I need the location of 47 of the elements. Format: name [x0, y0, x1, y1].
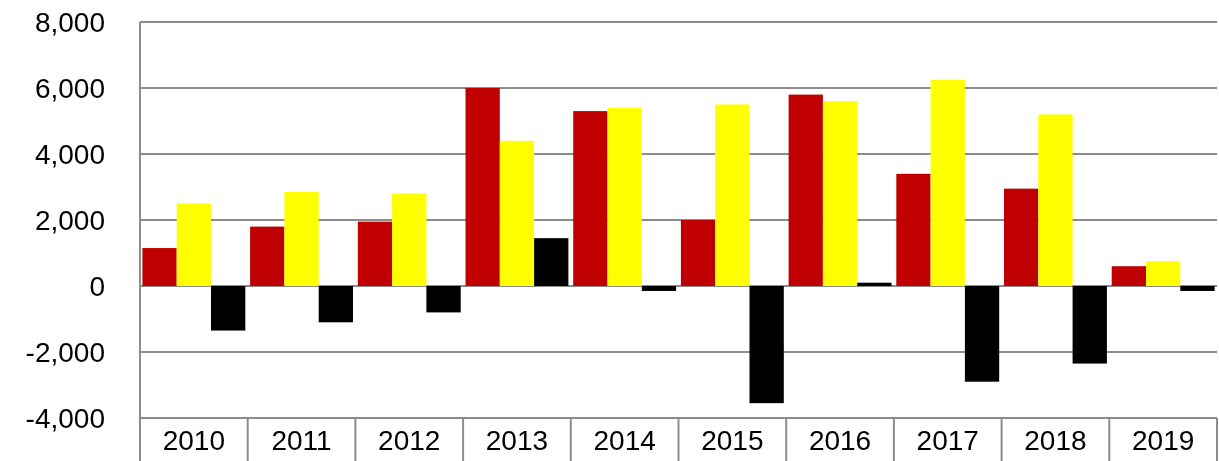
bar	[607, 107, 642, 286]
bar	[930, 79, 965, 286]
bar	[964, 286, 1000, 382]
x-tick-label: 2013	[485, 425, 549, 456]
bar	[392, 193, 427, 286]
y-tick-label: 2,000	[34, 204, 105, 236]
bar	[284, 191, 319, 286]
y-tick-label: 4,000	[34, 138, 105, 170]
bar	[534, 238, 569, 286]
bar	[1004, 188, 1039, 286]
bar	[499, 140, 535, 286]
bar	[822, 101, 858, 286]
y-tick-label: -4,000	[25, 402, 105, 434]
x-tick-label: 2011	[271, 425, 332, 456]
bar	[142, 248, 177, 286]
bar	[1072, 286, 1107, 364]
bar	[896, 173, 931, 286]
bar	[1180, 286, 1215, 291]
y-tick-label: -2,000	[25, 336, 105, 368]
bar	[357, 221, 393, 286]
bar	[1038, 114, 1073, 286]
bar	[715, 104, 750, 286]
bar	[680, 220, 716, 286]
bar	[465, 88, 500, 286]
x-tick-label: 2018	[1024, 425, 1087, 456]
x-tick-label: 2015	[701, 425, 764, 456]
bar	[749, 286, 784, 404]
x-tick-label: 2017	[916, 425, 979, 456]
y-tick-label: 8,000	[34, 6, 105, 38]
bar	[573, 111, 608, 286]
y-tick-label: 6,000	[34, 72, 105, 104]
bar	[788, 94, 823, 286]
bar	[176, 203, 211, 286]
bar	[1146, 261, 1181, 286]
x-tick-label: 2019	[1132, 425, 1195, 456]
bar	[211, 286, 246, 331]
bar	[1111, 266, 1146, 286]
y-tick-label: 0	[89, 270, 105, 302]
bar	[318, 286, 353, 323]
bar	[250, 226, 285, 286]
x-tick-label: 2010	[162, 425, 225, 456]
x-tick-label: 2012	[378, 425, 441, 456]
bar	[641, 286, 677, 291]
bar	[426, 286, 461, 313]
x-tick-label: 2016	[808, 425, 872, 456]
x-tick-label: 2014	[593, 425, 656, 456]
bar	[857, 282, 892, 286]
